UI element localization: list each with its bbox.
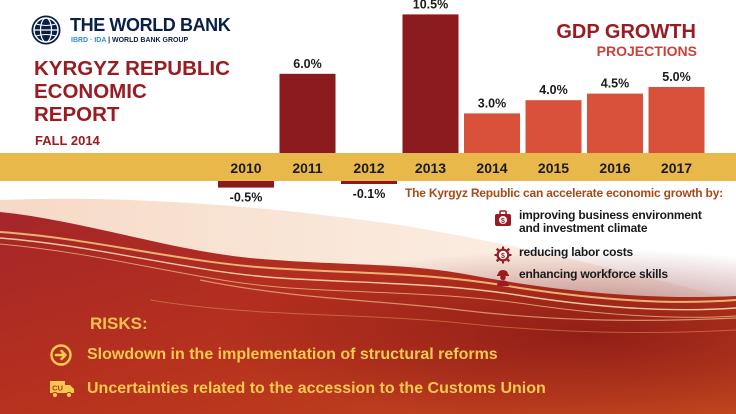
growth-path-item: enhancing workforce skills xyxy=(494,268,668,286)
report-title: KYRGYZ REPUBLIC ECONOMIC REPORT xyxy=(34,57,274,126)
bar-2010 xyxy=(218,181,274,188)
x-axis-band xyxy=(0,153,736,181)
worker-icon xyxy=(497,270,509,286)
risk-text: Uncertainties related to the accession t… xyxy=(87,380,546,397)
report-title-line-1: KYRGYZ REPUBLIC xyxy=(34,57,230,80)
x-tick-2010: 2010 xyxy=(230,160,261,176)
logo-name: THE WORLD BANK xyxy=(70,15,231,35)
chart-title: GDP GROWTH xyxy=(556,21,696,43)
briefcase-dollar-icon: $ xyxy=(495,210,511,226)
growth-paths-title: The Kyrgyz Republic can accelerate econo… xyxy=(405,186,723,200)
gdp-growth-chart: -0.5% 2010 6.0% 2011 -0.1% 2012 10.5% 2013 3.0% 2… xyxy=(0,0,736,205)
growth-path-item: $ improving business environment and inv… xyxy=(494,209,702,235)
bar-2011 xyxy=(279,73,336,153)
report-title-line-3: REPORT xyxy=(34,103,120,126)
svg-text:$: $ xyxy=(501,218,505,225)
data-label-2015: 4.0% xyxy=(539,83,568,97)
risk-item: CU Uncertainties related to the accessio… xyxy=(50,378,546,400)
growth-path-item: $ reducing labor costs xyxy=(494,246,633,264)
bar-2014 xyxy=(464,113,520,153)
growth-path-text: improving business environment and inves… xyxy=(519,208,702,235)
bar-2016 xyxy=(587,93,643,153)
data-label-2016: 4.5% xyxy=(601,77,630,91)
risk-text: Slowdown in the implementation of struct… xyxy=(87,346,498,363)
report-title-line-2: ECONOMIC xyxy=(34,80,147,103)
customs-union-label: CU xyxy=(52,384,63,393)
bar-2012 xyxy=(341,181,397,184)
data-label-2012: -0.1% xyxy=(353,187,386,201)
growth-path-text: reducing labor costs xyxy=(519,245,634,259)
customs-truck-icon: CU xyxy=(50,381,74,399)
data-label-2017: 5.0% xyxy=(662,70,691,84)
risk-item: Slowdown in the implementation of struct… xyxy=(50,344,498,366)
data-label-2011: 6.0% xyxy=(293,57,322,71)
logo-subtitle: IBRD · IDA | WORLD BANK GROUP xyxy=(71,37,189,44)
bar-2017 xyxy=(648,87,705,153)
x-tick-2014: 2014 xyxy=(476,160,507,176)
data-label-2014: 3.0% xyxy=(478,96,507,110)
x-tick-2012: 2012 xyxy=(353,160,384,176)
data-label-2010: -0.5% xyxy=(230,191,263,205)
x-tick-2013: 2013 xyxy=(415,160,446,176)
report-subtitle: FALL 2014 xyxy=(35,133,100,148)
x-tick-2015: 2015 xyxy=(538,160,569,176)
risks-title: RISKS: xyxy=(90,314,148,333)
dollar-gear-icon: $ xyxy=(494,246,512,264)
x-tick-2016: 2016 xyxy=(599,160,630,176)
logo-sub-group: WORLD BANK GROUP xyxy=(112,37,189,44)
chart-subtitle: PROJECTIONS xyxy=(596,43,697,59)
growth-path-text: enhancing workforce skills xyxy=(519,267,668,281)
x-tick-2017: 2017 xyxy=(661,160,692,176)
bar-2015 xyxy=(525,100,582,153)
data-label-2013: 10.5% xyxy=(413,0,448,11)
world-bank-logo: THE WORLD BANK IBRD · IDA | WORLD BANK G… xyxy=(30,14,270,48)
bar-2013 xyxy=(402,14,459,154)
svg-text:$: $ xyxy=(501,253,505,260)
logo-sub-ibrd: IBRD · IDA xyxy=(71,37,107,44)
x-tick-2011: 2011 xyxy=(292,160,323,176)
arrow-circle-icon xyxy=(50,344,72,366)
globe-icon xyxy=(31,15,61,45)
